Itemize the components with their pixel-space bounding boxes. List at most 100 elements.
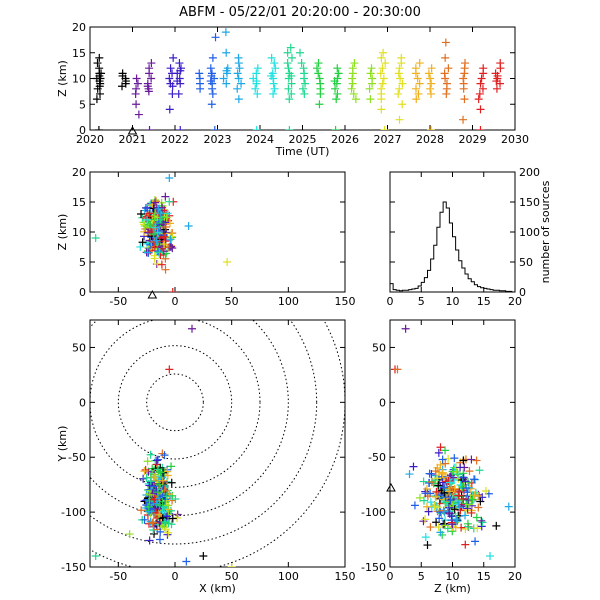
x-tick-label: 2024 [246, 133, 274, 146]
height-y-point [419, 477, 428, 486]
time-height-point [211, 33, 220, 42]
height-y-point [470, 475, 479, 484]
height-y-point [471, 537, 480, 546]
height-y-points [391, 324, 513, 561]
plan-view-point [145, 536, 154, 545]
height-y-point [409, 462, 418, 471]
plan-view-point [155, 480, 164, 489]
height-y-point [452, 515, 461, 524]
time-height-point [394, 89, 403, 98]
height-y-point [436, 460, 445, 469]
time-height-points [92, 28, 505, 130]
time-height-point [331, 84, 340, 93]
x-height-point [160, 240, 169, 249]
height-y-point [450, 505, 459, 514]
height-y-outlier [401, 324, 410, 333]
plan-view-point [139, 474, 148, 483]
station-marker [127, 125, 138, 135]
time-height-point [234, 74, 243, 83]
height-y-point [446, 496, 455, 505]
y-axis-label: Z (km) [56, 60, 69, 97]
time-height-point [252, 69, 261, 78]
plan-view-point [155, 535, 164, 544]
x-tick-label: 100 [278, 295, 299, 308]
height-y-outlier [393, 365, 402, 374]
height-y-point [448, 520, 457, 529]
x-height-point [154, 227, 163, 236]
time-height-point [376, 69, 385, 78]
time-height-point [287, 89, 296, 98]
height-y-point [470, 491, 479, 500]
height-y-point [463, 488, 472, 497]
time-height-point [365, 84, 374, 93]
time-height-point [492, 84, 501, 93]
time-height-point [479, 69, 488, 78]
height-y-point [477, 516, 486, 525]
time-height-point [252, 79, 261, 88]
time-height-point [474, 95, 483, 104]
y-axis: -150 -100 -50 0 50 [361, 341, 515, 574]
height-y-point [426, 523, 435, 532]
time-height-point [379, 74, 388, 83]
height-y-point [463, 504, 472, 513]
time-height-point [210, 126, 219, 130]
panel-x_height: -50 0 50 100 150 0 5 10 15 20 Z (km) [56, 166, 356, 308]
y-tick-label: 5 [79, 256, 86, 269]
y-axis-label: Y (km) [56, 426, 69, 463]
height-y-point [447, 496, 456, 505]
time-height-point [270, 59, 279, 68]
range-ring [90, 320, 318, 545]
figure-title: ABFM - 05/22/01 20:20:00 - 20:30:00 [179, 5, 421, 20]
time-height-point [441, 38, 450, 47]
plan-view-point [164, 501, 173, 510]
time-height-point [496, 64, 505, 73]
height-y-point [450, 454, 459, 463]
height-y-point [445, 508, 454, 517]
time-height-point [426, 126, 435, 130]
plan-view-point [149, 525, 158, 534]
x-height-point [136, 242, 145, 251]
y-axis: 0 5 10 15 20 [72, 166, 345, 299]
time-height-point [411, 69, 420, 78]
time-height-point [426, 89, 435, 98]
x-height-point [168, 244, 177, 253]
time-height-point [134, 110, 143, 119]
time-height-point [298, 84, 307, 93]
time-height-point [175, 59, 184, 68]
height-y-point [431, 476, 440, 485]
time-height-point [144, 87, 153, 96]
time-height-point [331, 126, 340, 130]
time-height-point [395, 115, 404, 124]
x-tick-label: 20 [508, 295, 522, 308]
height-y-point [467, 508, 476, 517]
height-y-point [455, 503, 464, 512]
time-height-point [300, 89, 309, 98]
time-height-point [297, 59, 306, 68]
height-y-point [442, 477, 451, 486]
y-tick-label: -150 [361, 561, 386, 574]
x-tick-label: 15 [477, 570, 491, 583]
time-height-point [380, 126, 389, 130]
plan-view-point [143, 457, 152, 466]
plan-view-point [164, 528, 173, 537]
x-height-point [161, 265, 170, 274]
height-y-point [482, 487, 491, 496]
time-height-point [174, 89, 183, 98]
y-tick-label: -50 [368, 451, 386, 464]
height-y-point [436, 443, 445, 452]
height-y-point [434, 481, 443, 490]
y-tick-label: 0 [79, 396, 86, 409]
panel-time_height: 2020 2021 2022 2023 2024 2025 2026 2027 2028 2029… [56, 21, 529, 158]
x-height-outlier [223, 258, 232, 266]
height-y-point [456, 463, 465, 472]
range-ring [90, 320, 261, 488]
plan-view-point [159, 477, 168, 486]
height-y-point [468, 495, 477, 504]
height-y-point [478, 518, 487, 527]
time-height-point [378, 64, 387, 73]
time-height-point [267, 53, 276, 62]
plan-view-content [90, 320, 345, 567]
time-height-point [295, 48, 304, 57]
x-height-point [138, 238, 147, 247]
height-y-point [459, 473, 468, 482]
